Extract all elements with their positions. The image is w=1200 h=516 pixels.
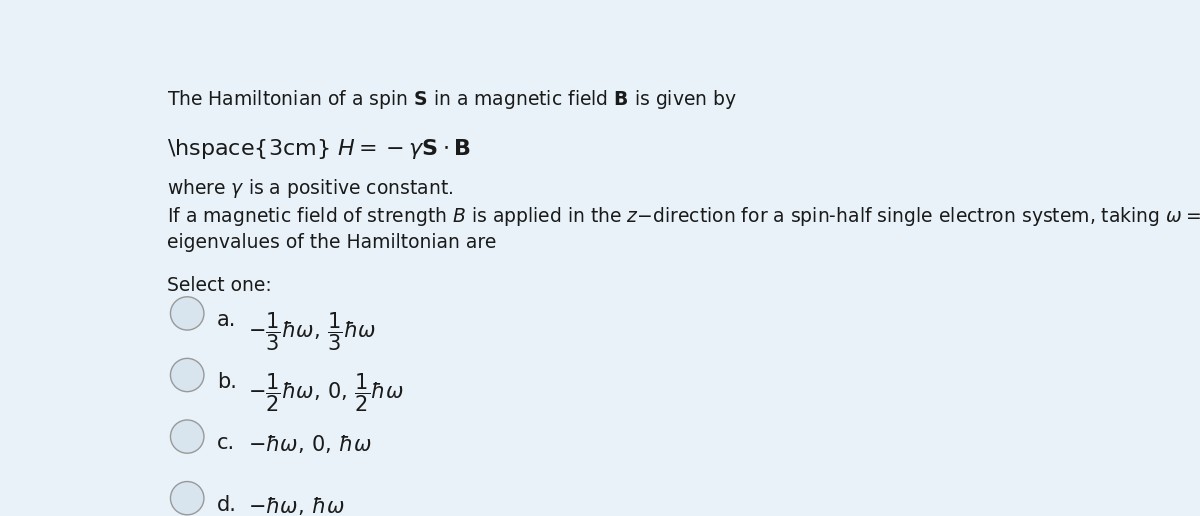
Text: $-\dfrac{1}{2}\hbar\omega,\, 0,\, \dfrac{1}{2}\hbar\omega$: $-\dfrac{1}{2}\hbar\omega,\, 0,\, \dfrac… [247, 372, 403, 414]
Ellipse shape [170, 481, 204, 515]
Text: $-\hbar\omega,\, \hbar\omega$: $-\hbar\omega,\, \hbar\omega$ [247, 495, 344, 516]
Text: Select one:: Select one: [167, 277, 271, 296]
Text: d.: d. [217, 495, 236, 515]
Text: b.: b. [217, 372, 236, 392]
Ellipse shape [170, 359, 204, 392]
Text: The Hamiltonian of a spin $\mathbf{S}$ in a magnetic field $\mathbf{B}$ is given: The Hamiltonian of a spin $\mathbf{S}$ i… [167, 88, 737, 111]
Text: c.: c. [217, 433, 235, 454]
Text: $-\hbar\omega,\, 0,\, \hbar\omega$: $-\hbar\omega,\, 0,\, \hbar\omega$ [247, 433, 372, 456]
Text: \hspace{3cm} $H = -\gamma\mathbf{S} \cdot \mathbf{B}$: \hspace{3cm} $H = -\gamma\mathbf{S} \cdo… [167, 137, 470, 162]
Text: where $\gamma$ is a positive constant.: where $\gamma$ is a positive constant. [167, 177, 454, 200]
Ellipse shape [170, 297, 204, 330]
Ellipse shape [170, 420, 204, 453]
Text: a.: a. [217, 310, 236, 330]
Text: If a magnetic field of strength $B$ is applied in the $z{-}$direction for a spin: If a magnetic field of strength $B$ is a… [167, 205, 1200, 228]
Text: eigenvalues of the Hamiltonian are: eigenvalues of the Hamiltonian are [167, 233, 496, 252]
Text: $-\dfrac{1}{3}\hbar\omega,\, \dfrac{1}{3}\hbar\omega$: $-\dfrac{1}{3}\hbar\omega,\, \dfrac{1}{3… [247, 310, 376, 353]
